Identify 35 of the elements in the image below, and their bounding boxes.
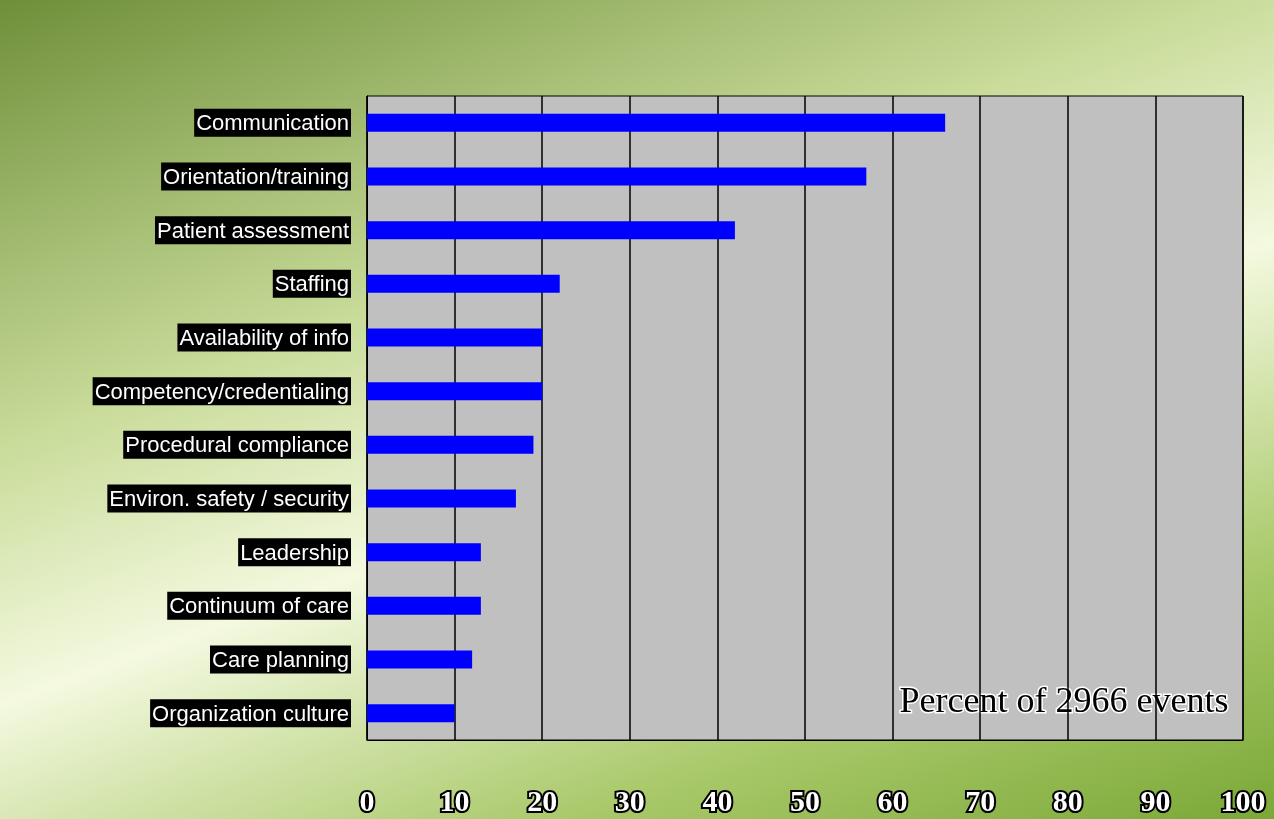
x-tick-label: 80 [1052, 783, 1083, 817]
bar [367, 328, 543, 347]
bar [367, 274, 560, 293]
bar [367, 596, 481, 615]
bar [367, 435, 534, 454]
x-tick-label: 0 [359, 783, 375, 817]
y-tick-label: Patient assessment [157, 217, 349, 243]
bar [367, 382, 543, 401]
x-tick-label: 10 [439, 783, 470, 817]
bar [367, 650, 473, 669]
x-tick-label: 60 [877, 783, 908, 817]
x-tick-label: 90 [1140, 783, 1171, 817]
y-tick-label: Continuum of care [169, 593, 349, 619]
x-tick-label: 30 [614, 783, 645, 817]
y-tick-label: Orientation/training [163, 164, 349, 189]
x-tick-label: 50 [790, 783, 820, 817]
bar [367, 113, 946, 132]
bar [367, 167, 867, 186]
y-tick-label: Organization culture [152, 700, 349, 726]
x-tick-label: 40 [702, 783, 733, 817]
x-tick-label: 70 [965, 783, 996, 817]
bar [367, 704, 455, 723]
y-tick-label: Procedural compliance [125, 432, 349, 458]
y-tick-label: Leadership [240, 539, 349, 565]
bar [367, 489, 516, 508]
x-tick-label: 20 [527, 783, 558, 817]
y-tick-label: Staffing [274, 271, 349, 297]
bar [367, 543, 481, 562]
y-tick-label: Communication [196, 110, 349, 136]
y-tick-label: Care planning [212, 647, 349, 672]
y-tick-label: Availability of info [179, 325, 349, 350]
y-tick-label: Competency/credentialing [94, 378, 349, 404]
y-tick-label: Environ. safety / security [109, 486, 349, 511]
bar [367, 221, 735, 240]
x-tick-label: 100 [1220, 783, 1266, 817]
